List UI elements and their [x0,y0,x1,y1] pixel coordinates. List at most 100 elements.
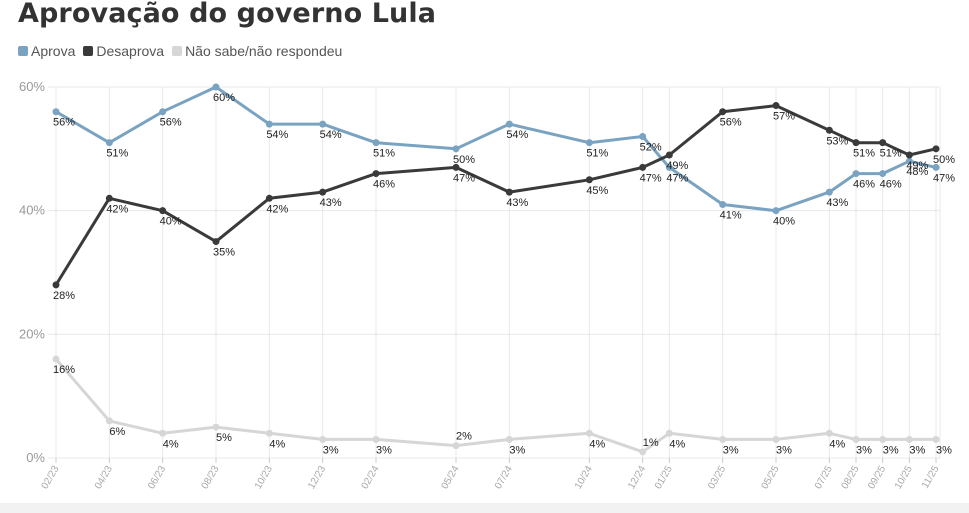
data-label-desaprova: 43% [506,197,528,209]
legend-item-nao-sabe[interactable]: Não sabe/não respondeu [172,43,342,59]
data-label-aprova: 41% [720,209,742,221]
data-label-nao-sabe: 6% [109,426,125,438]
point-aprova [719,200,727,208]
point-desaprova [639,163,647,171]
point-desaprova [879,139,887,147]
data-label-aprova: 51% [106,148,128,160]
point-aprova [159,108,167,116]
data-label-desaprova: 51% [880,148,902,160]
data-label-nao-sabe: 3% [776,444,792,456]
point-aprova [452,145,460,153]
point-aprova [879,170,887,178]
point-desaprova [665,151,673,159]
data-label-nao-sabe: 3% [883,444,899,456]
data-label-nao-sabe: 3% [856,444,872,456]
point-nao-sabe [585,429,593,437]
point-nao-sabe [932,435,940,443]
y-tick-label: 60% [19,79,45,94]
data-label-nao-sabe: 5% [216,432,232,444]
point-nao-sabe [319,435,327,443]
point-aprova [212,83,220,91]
data-label-desaprova: 42% [106,203,128,215]
x-tick-label: 09/25 [866,464,888,492]
point-desaprova [585,176,593,184]
data-label-desaprova: 56% [720,117,742,129]
legend-item-desaprova[interactable]: Desaprova [83,43,164,59]
data-label-desaprova: 49% [666,160,688,172]
x-tick-label: 01/25 [653,464,675,492]
series-line-aprova [55,85,937,213]
series-line-desaprova [54,104,937,286]
x-tick-label: 05/25 [760,464,782,492]
data-labels: 56% 51% 56% 60% 54% 54% 51% 50% 54% 51% 52% 47% 41% 4… [53,92,955,456]
data-label-desaprova: 35% [213,247,235,259]
data-label-aprova: 54% [506,129,528,141]
point-nao-sabe [265,429,273,437]
point-nao-sabe [505,435,513,443]
x-tick-label: 08/23 [200,464,222,492]
series-line-nao-sabe [54,358,936,454]
x-tick-label: 10/23 [253,464,275,492]
point-aprova [905,157,913,165]
x-tick-label: 12/24 [626,464,648,492]
point-nao-sabe [212,423,220,431]
data-label-desaprova: 46% [373,179,395,191]
x-tick-label: 03/25 [706,464,728,492]
point-aprova [639,132,647,140]
legend-swatch-nao-sabe [172,46,183,56]
data-label-desaprova: 49% [906,160,928,172]
data-label-aprova: 46% [880,179,902,191]
x-axis: 02/23 04/23 06/23 08/23 10/23 12/23 02/24 05/24… [40,458,942,491]
x-tick-label: 02/24 [360,464,382,492]
series-lines [54,85,937,454]
data-label-desaprova: 28% [53,290,75,302]
legend-swatch-aprova [18,46,28,56]
data-label-desaprova: 51% [853,148,875,160]
data-label-aprova: 51% [373,148,395,160]
data-label-desaprova: 47% [453,172,475,184]
x-tick-label: 10/24 [573,464,595,492]
x-tick-label: 06/23 [146,464,168,492]
data-label-aprova: 56% [160,117,182,129]
data-label-aprova: 46% [853,179,875,191]
data-label-nao-sabe: 16% [53,364,75,376]
point-nao-sabe [879,435,887,443]
legend-swatch-desaprova [83,46,94,56]
data-label-nao-sabe: 3% [323,444,339,456]
data-label-aprova: 48% [906,166,928,178]
y-axis: 0% 20% 40% 60% [19,79,45,465]
point-nao-sabe [665,429,673,437]
y-tick-label: 0% [26,450,45,465]
point-nao-sabe [905,435,913,443]
data-label-aprova: 54% [320,129,342,141]
x-tick-label: 07/24 [493,464,515,492]
point-desaprova [452,163,460,171]
data-label-aprova: 47% [933,172,955,184]
point-nao-sabe [852,435,860,443]
x-tick-label: 07/25 [813,464,835,492]
legend-label-aprova: Aprova [31,43,76,59]
point-desaprova [212,238,220,246]
point-desaprova [105,194,113,202]
x-tick-label: 08/25 [840,464,862,492]
point-desaprova [932,145,940,153]
data-label-desaprova: 47% [640,172,662,184]
point-desaprova [505,188,513,196]
point-desaprova [159,207,167,215]
x-tick-label: 02/23 [40,464,62,492]
x-tick-label: 11/25 [920,464,942,491]
data-label-nao-sabe: 3% [936,444,952,456]
point-desaprova [852,139,860,147]
data-label-desaprova: 42% [266,203,288,215]
data-label-nao-sabe: 3% [723,444,739,456]
point-aprova [772,207,780,215]
legend-item-aprova[interactable]: Aprova [18,43,75,59]
data-label-nao-sabe: 4% [269,438,285,450]
y-tick-label: 20% [19,326,45,341]
data-label-aprova: 51% [586,148,608,160]
data-label-nao-sabe: 3% [376,444,392,456]
point-desaprova [319,188,327,196]
bottom-divider [0,503,969,513]
data-label-aprova: 54% [266,129,288,141]
